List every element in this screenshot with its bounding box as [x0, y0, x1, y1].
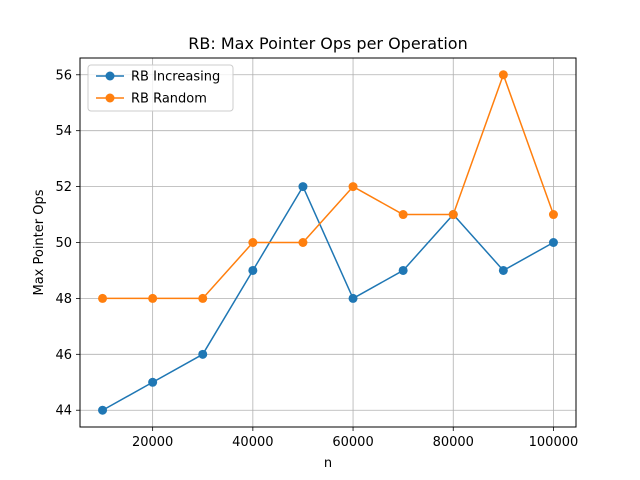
y-tick-label: 54 — [55, 124, 72, 139]
legend-label-rb-random: RB Random — [131, 92, 207, 107]
legend-marker-rb-increasing — [105, 71, 115, 81]
plot-frame — [79, 57, 577, 428]
y-tick-label: 52 — [55, 180, 72, 195]
data-point-rb-random — [298, 238, 308, 247]
data-point-rb-random — [98, 293, 108, 303]
data-point-rb-increasing — [298, 182, 308, 192]
data-point-rb-random — [348, 182, 358, 192]
data-point-rb-increasing — [248, 265, 258, 275]
series-line-rb-increasing — [102, 185, 554, 411]
data-point-rb-random — [548, 210, 558, 220]
axis-ticks: 20000 40000 60000 80000 100000 44 46 48 50 52 54 56 — [55, 68, 578, 450]
series-rb-random — [98, 70, 558, 303]
data-point-rb-increasing — [198, 349, 208, 359]
data-point-rb-increasing — [498, 265, 508, 275]
data-point-rb-increasing — [98, 405, 108, 415]
data-point-rb-increasing — [398, 265, 408, 275]
legend-box — [87, 64, 234, 112]
x-tick-label: 40000 — [232, 435, 273, 450]
data-point-rb-increasing — [348, 293, 358, 303]
data-point-rb-increasing — [548, 238, 558, 247]
data-point-rb-increasing — [148, 377, 158, 387]
legend-label-rb-increasing: RB Increasing — [131, 70, 220, 85]
data-point-rb-random — [448, 210, 458, 220]
series-lines — [98, 70, 558, 415]
data-point-rb-random — [398, 210, 408, 220]
y-tick-label: 44 — [55, 404, 72, 419]
x-tick-label: 20000 — [132, 435, 173, 450]
data-point-rb-random — [248, 238, 258, 247]
chart-title: RB: Max Pointer Ops per Operation — [188, 34, 467, 53]
x-tick-label: 80000 — [433, 435, 474, 450]
legend-marker-rb-random — [105, 93, 115, 103]
y-tick-label: 50 — [55, 236, 72, 251]
y-tick-label: 48 — [55, 292, 72, 307]
x-axis-label: n — [324, 456, 332, 471]
data-point-rb-random — [198, 293, 208, 303]
data-point-rb-random — [498, 70, 508, 80]
series-line-rb-random — [102, 74, 555, 300]
x-tick-label: 100000 — [529, 435, 579, 450]
legend: RB Increasing RB Random — [87, 64, 234, 112]
x-tick-label: 60000 — [332, 435, 373, 450]
data-point-rb-random — [148, 293, 158, 303]
y-tick-label: 46 — [55, 348, 72, 363]
y-axis-label: Max Pointer Ops — [32, 189, 47, 295]
y-tick-label: 56 — [55, 68, 72, 83]
